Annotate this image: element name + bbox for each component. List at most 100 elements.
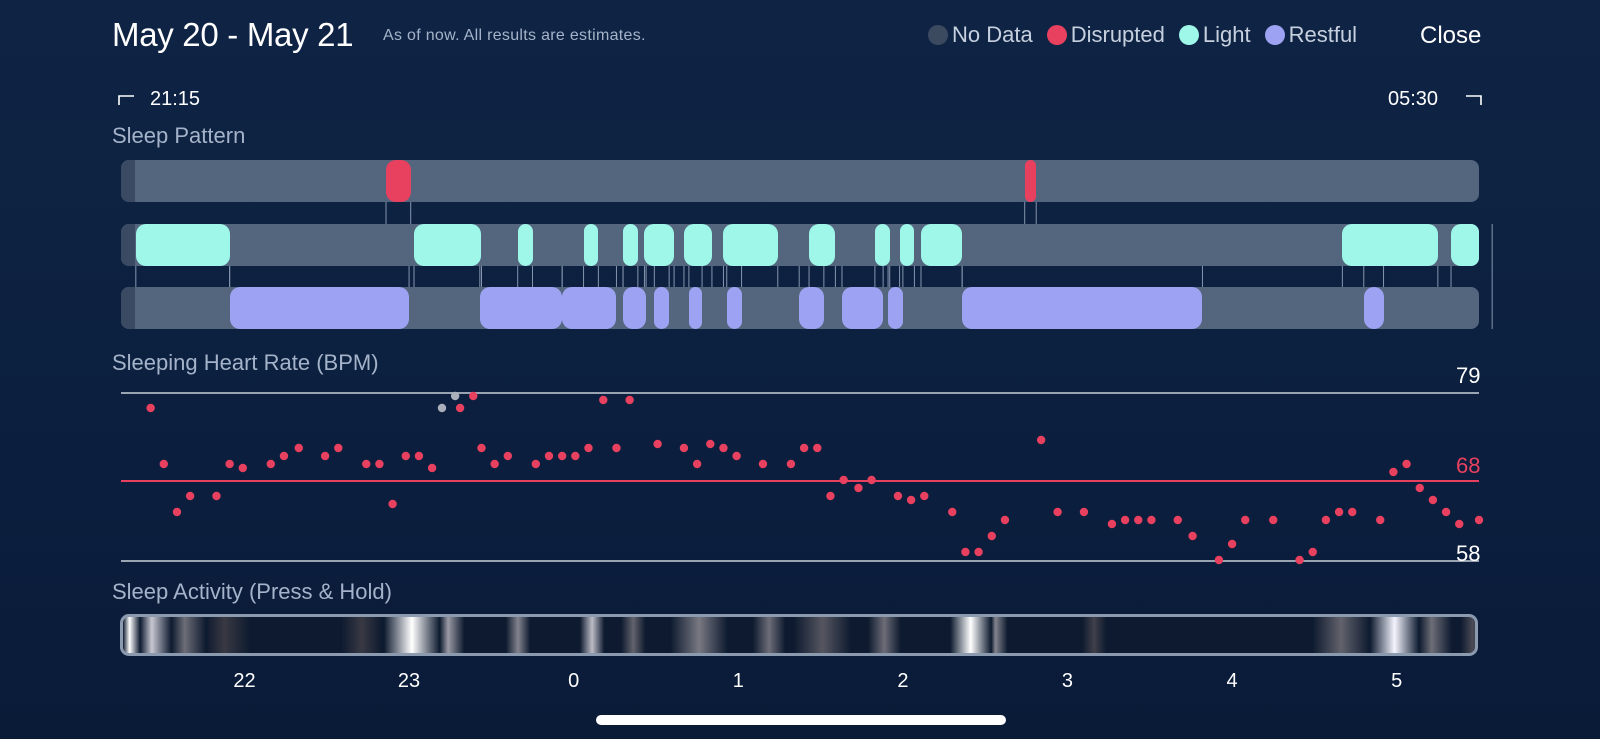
heart-rate-point: [362, 459, 371, 469]
restful-segment: [726, 287, 742, 329]
restful-segment: [962, 287, 1203, 329]
restful-segment: [623, 287, 647, 329]
light-track[interactable]: [121, 224, 1479, 266]
heart-rate-point: [1241, 515, 1250, 525]
heart-rate-point-no-data: [437, 403, 447, 413]
heart-rate-point: [225, 459, 234, 469]
time-axis-tick: 5: [1391, 670, 1403, 692]
heart-rate-point: [455, 403, 465, 413]
time-axis-tick: 1: [732, 670, 744, 692]
heart-rate-point: [1107, 519, 1117, 529]
heart-rate-point: [1308, 547, 1317, 557]
heart-rate-point: [1376, 515, 1385, 525]
sleep-activity-bar[interactable]: [120, 614, 1478, 656]
restful-swatch: [1264, 25, 1285, 45]
heart-rate-point: [1000, 515, 1010, 525]
heart-rate-point: [1079, 507, 1089, 517]
heart-rate-point: [1402, 459, 1411, 469]
heart-rate-point: [172, 507, 182, 517]
heart-rate-avg-value: 68: [1456, 453, 1481, 478]
restful-segment: [654, 287, 670, 329]
heart-rate-point: [987, 531, 996, 541]
sleep-activity-heading: Sleep Activity (Press & Hold): [112, 579, 392, 604]
heart-rate-point: [1120, 515, 1130, 525]
restful-segment: [1363, 287, 1384, 329]
heart-rate-point: [531, 459, 541, 469]
heart-rate-point: [414, 451, 424, 461]
range-start-time: 21:15: [150, 88, 201, 110]
legend-label: Restful: [1288, 22, 1358, 47]
light-segment: [874, 224, 890, 266]
legend-item-light: Light: [1178, 22, 1251, 48]
heart-rate-min-line: [121, 560, 1479, 562]
heart-rate-point: [1441, 507, 1451, 517]
heart-rate-point: [557, 451, 567, 461]
track-cap: [121, 224, 135, 266]
heart-rate-point: [653, 439, 662, 449]
heart-rate-point: [813, 443, 822, 453]
heart-rate-point: [1295, 555, 1304, 565]
heart-rate-point: [1173, 515, 1182, 525]
heart-rate-point: [212, 491, 221, 501]
heart-rate-point: [503, 451, 513, 461]
heart-rate-point: [961, 547, 970, 557]
heart-rate-min-value: 58: [1456, 541, 1481, 566]
heart-rate-point: [893, 491, 903, 501]
heart-rate-point: [974, 547, 983, 557]
range-end-time: 05:30: [1388, 88, 1439, 110]
heart-rate-point: [1389, 467, 1398, 477]
heart-rate-point: [427, 463, 437, 473]
light-segment: [644, 224, 675, 266]
disrupted-segment: [1024, 160, 1037, 202]
legend-label: Light: [1202, 22, 1251, 47]
home-indicator[interactable]: [596, 715, 1006, 725]
no-data-swatch: [928, 25, 948, 45]
heart-rate-point: [238, 463, 248, 473]
heart-rate-point: [1269, 515, 1278, 525]
heart-rate-point: [1348, 507, 1357, 517]
legend-label: Disrupted: [1070, 22, 1165, 47]
heart-rate-point: [185, 491, 195, 501]
time-axis-tick: 22: [233, 670, 256, 692]
page-title: May 20 - May 21: [112, 16, 354, 53]
heart-rate-point: [1474, 515, 1484, 525]
heart-rate-point: [719, 443, 728, 453]
restful-track[interactable]: [121, 287, 1479, 329]
heart-rate-point: [906, 495, 916, 505]
heart-rate-point: [334, 443, 343, 453]
heart-rate-heading: Sleeping Heart Rate (BPM): [112, 350, 379, 375]
heart-rate-point: [584, 443, 593, 453]
heart-rate-point: [867, 475, 876, 485]
heart-rate-point: [1214, 555, 1224, 565]
restful-segment: [841, 287, 884, 329]
heart-rate-plot[interactable]: [0, 380, 1600, 580]
heart-rate-point: [1053, 507, 1062, 517]
heart-rate-point: [839, 475, 848, 485]
heart-rate-max-line: [121, 392, 1479, 394]
estimate-disclaimer: As of now. All results are estimates.: [383, 27, 646, 44]
heart-rate-point: [490, 459, 499, 469]
restful-segment: [688, 287, 703, 329]
sleep-pattern-heading: Sleep Pattern: [112, 123, 246, 148]
heart-rate-point: [544, 451, 554, 461]
legend-item-disrupted: Disrupted: [1046, 22, 1165, 48]
heart-rate-point: [388, 499, 397, 509]
heart-rate-point: [625, 395, 634, 405]
legend-label: No Data: [952, 22, 1033, 47]
heart-rate-point: [799, 443, 809, 453]
heart-rate-point: [1188, 531, 1197, 541]
light-segment: [809, 224, 836, 266]
track-cap: [121, 287, 135, 329]
heart-rate-point: [1415, 483, 1424, 493]
disrupted-swatch: [1046, 25, 1067, 45]
close-button[interactable]: Close: [1420, 22, 1482, 49]
heart-rate-point: [786, 459, 796, 469]
heart-rate-point: [1321, 515, 1331, 525]
heart-rate-point: [679, 443, 689, 453]
time-axis-tick: 23: [397, 670, 421, 692]
heart-rate-point: [1428, 495, 1438, 505]
heart-rate-point: [146, 403, 155, 413]
restful-segment: [229, 287, 410, 329]
legend: No Data Disrupted Light Restful: [928, 22, 1371, 48]
disrupted-track[interactable]: [121, 160, 1479, 202]
